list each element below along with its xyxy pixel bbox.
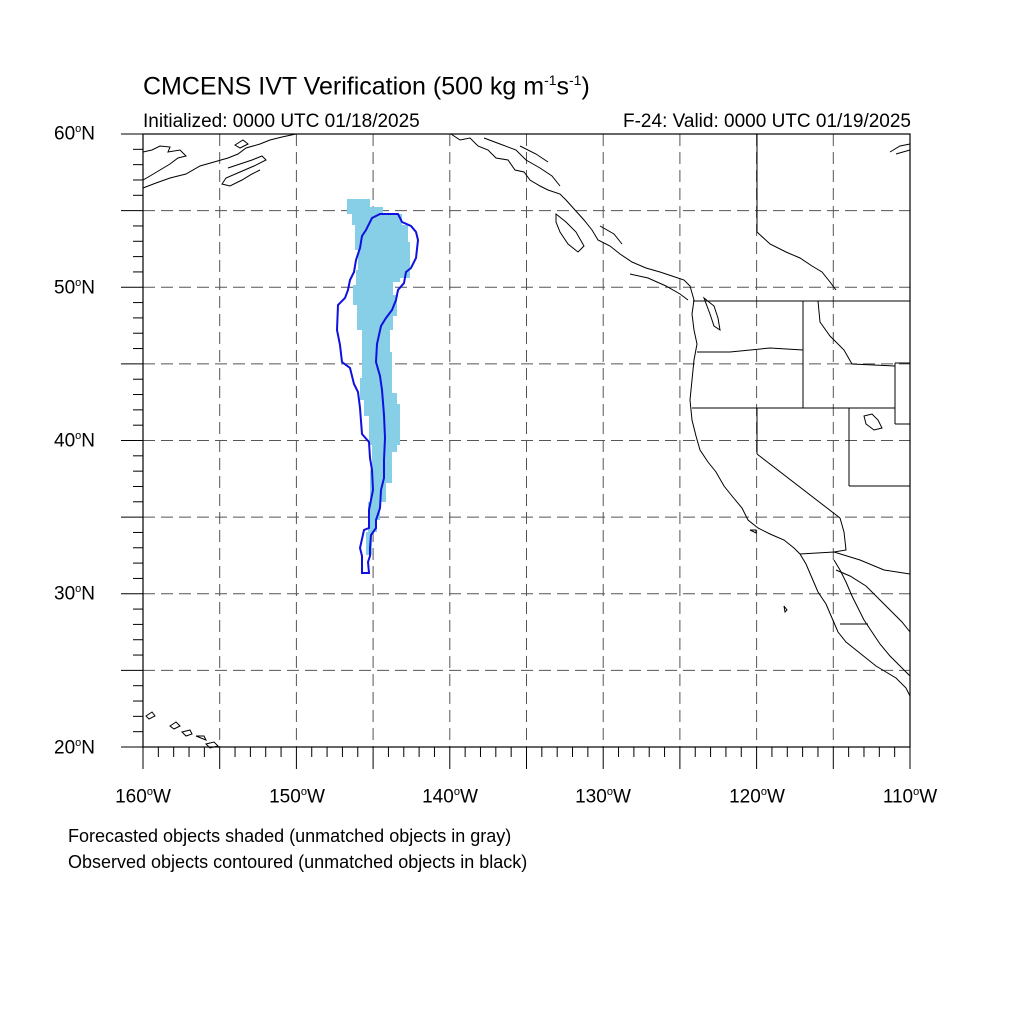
forecast-ivt-object bbox=[347, 199, 410, 555]
lat-label-20: 20oN bbox=[54, 737, 95, 759]
lat-label-60: 60oN bbox=[54, 123, 95, 145]
title-suffix: ) bbox=[581, 72, 590, 101]
title-prefix: CMCENS IVT Verification (500 kg m bbox=[143, 72, 545, 101]
lon-label-150w: 150oW bbox=[269, 786, 325, 808]
lon-label-130w: 130oW bbox=[575, 786, 631, 808]
init-time-subtitle: Initialized: 0000 UTC 01/18/2025 bbox=[143, 111, 420, 132]
lon-label-110w: 110oW bbox=[882, 786, 938, 808]
axis-ticks bbox=[121, 133, 911, 769]
coastlines bbox=[142, 133, 911, 749]
lat-label-40: 40oN bbox=[54, 430, 95, 452]
map-title: CMCENS IVT Verification (500 kg m-1s-1) bbox=[143, 72, 590, 101]
lon-label-140w: 140oW bbox=[422, 786, 478, 808]
observed-ivt-contour bbox=[335, 213, 420, 574]
title-exp1: -1 bbox=[544, 72, 557, 88]
lat-label-30: 30oN bbox=[54, 583, 95, 605]
lat-label-50: 50oN bbox=[54, 277, 95, 299]
valid-time-subtitle: F-24: Valid: 0000 UTC 01/19/2025 bbox=[623, 111, 911, 132]
title-mid: s bbox=[556, 72, 570, 101]
title-exp2: -1 bbox=[569, 72, 582, 88]
footer-observed-note: Observed objects contoured (unmatched ob… bbox=[68, 852, 528, 872]
political-borders bbox=[692, 134, 911, 625]
footer-forecast-note: Forecasted objects shaded (unmatched obj… bbox=[68, 826, 512, 846]
lon-label-160w: 160oW bbox=[115, 786, 171, 808]
lon-label-120w: 120oW bbox=[729, 786, 785, 808]
lat-lon-grid bbox=[143, 134, 910, 747]
